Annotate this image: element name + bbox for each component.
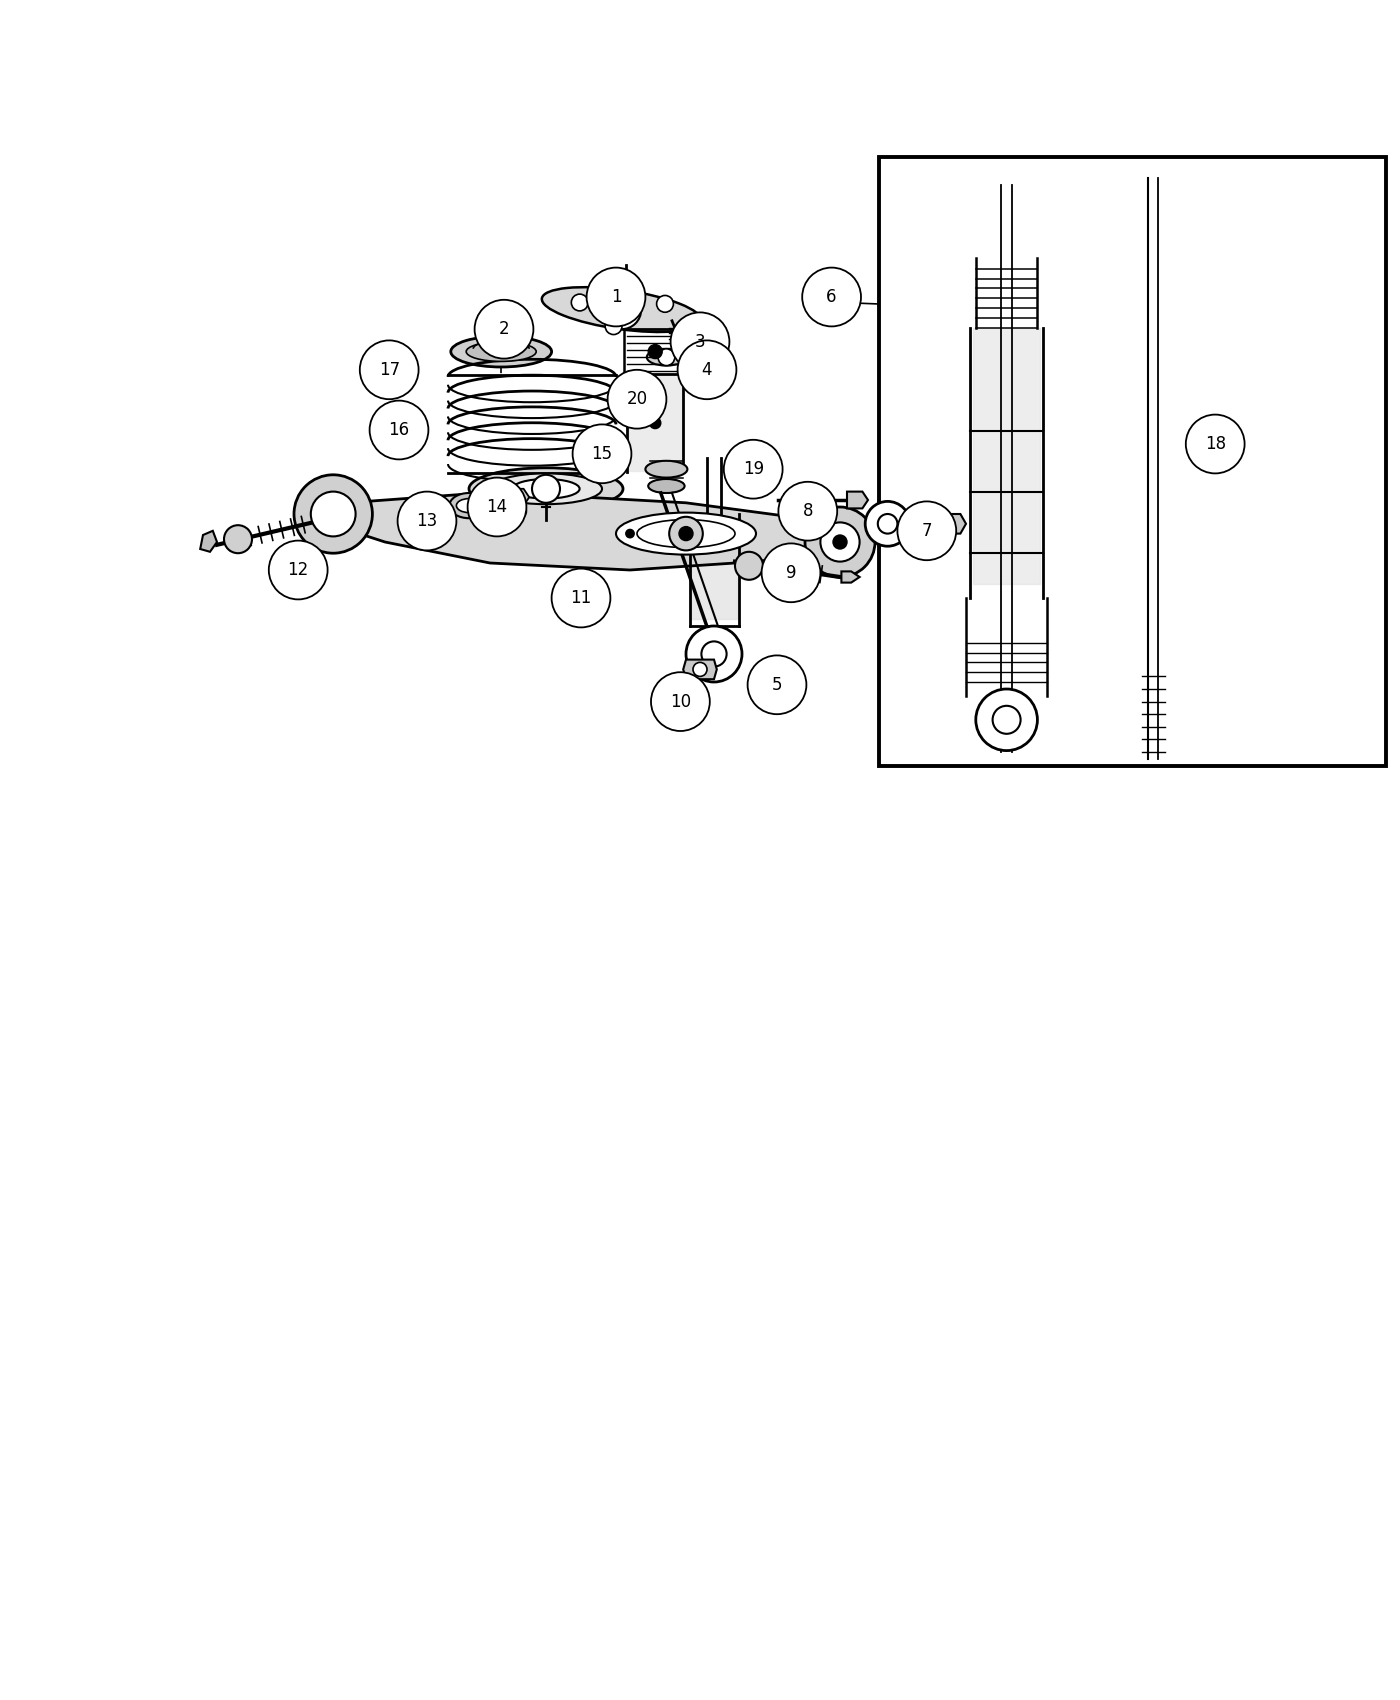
Polygon shape (949, 513, 966, 534)
Circle shape (976, 688, 1037, 751)
Text: 11: 11 (570, 588, 592, 607)
Polygon shape (612, 275, 640, 289)
Text: 2: 2 (498, 320, 510, 338)
Ellipse shape (490, 473, 602, 505)
Circle shape (224, 525, 252, 552)
Circle shape (648, 345, 662, 359)
Ellipse shape (645, 461, 687, 478)
Ellipse shape (469, 468, 623, 510)
Ellipse shape (449, 493, 489, 518)
Circle shape (778, 481, 837, 541)
Circle shape (701, 641, 727, 666)
Circle shape (360, 340, 419, 399)
Circle shape (1186, 415, 1245, 473)
Circle shape (671, 313, 729, 371)
Text: 15: 15 (591, 445, 613, 462)
Ellipse shape (451, 337, 552, 367)
Text: 8: 8 (802, 502, 813, 520)
Text: 14: 14 (486, 498, 508, 517)
Circle shape (311, 491, 356, 537)
Circle shape (602, 291, 641, 330)
Text: 7: 7 (921, 522, 932, 541)
Circle shape (468, 478, 526, 537)
Ellipse shape (637, 520, 735, 547)
Circle shape (678, 340, 736, 399)
Circle shape (573, 425, 631, 483)
Text: 16: 16 (388, 422, 410, 439)
Circle shape (748, 656, 806, 714)
Text: 1: 1 (610, 287, 622, 306)
Polygon shape (841, 571, 860, 583)
Text: 19: 19 (742, 461, 764, 478)
Circle shape (552, 568, 610, 627)
Circle shape (650, 418, 661, 428)
Circle shape (805, 507, 875, 576)
Circle shape (658, 348, 675, 366)
Circle shape (762, 544, 820, 602)
Circle shape (269, 541, 328, 600)
Polygon shape (683, 660, 717, 680)
Circle shape (512, 505, 526, 518)
Text: 17: 17 (378, 360, 400, 379)
Text: 12: 12 (287, 561, 309, 580)
Circle shape (657, 296, 673, 313)
Circle shape (475, 299, 533, 359)
Circle shape (693, 663, 707, 677)
Circle shape (587, 267, 645, 326)
Circle shape (370, 401, 428, 459)
Circle shape (571, 294, 588, 311)
Text: 13: 13 (416, 512, 438, 530)
Circle shape (724, 440, 783, 498)
Circle shape (532, 474, 560, 503)
Ellipse shape (466, 342, 536, 362)
Bar (879, 156, 1386, 767)
Circle shape (294, 474, 372, 552)
Circle shape (686, 626, 742, 682)
Text: 9: 9 (785, 564, 797, 581)
Circle shape (626, 529, 634, 537)
Circle shape (865, 502, 910, 546)
Circle shape (679, 527, 693, 541)
Polygon shape (305, 495, 861, 570)
Circle shape (878, 513, 897, 534)
Circle shape (605, 318, 622, 335)
Text: 4: 4 (701, 360, 713, 379)
Circle shape (993, 706, 1021, 734)
Ellipse shape (648, 479, 685, 493)
Circle shape (398, 491, 456, 551)
Ellipse shape (616, 513, 756, 554)
Polygon shape (507, 490, 529, 505)
Ellipse shape (542, 287, 701, 332)
Ellipse shape (647, 348, 686, 366)
Circle shape (669, 517, 703, 551)
Circle shape (820, 522, 860, 561)
Text: 5: 5 (771, 677, 783, 694)
Ellipse shape (456, 498, 482, 513)
Text: 18: 18 (1204, 435, 1226, 452)
Polygon shape (200, 530, 217, 552)
Text: 10: 10 (669, 692, 692, 711)
Text: 3: 3 (694, 333, 706, 350)
Text: 20: 20 (626, 391, 648, 408)
Circle shape (735, 552, 763, 580)
Circle shape (833, 536, 847, 549)
Polygon shape (847, 491, 868, 508)
Text: 6: 6 (826, 287, 837, 306)
Circle shape (802, 267, 861, 326)
Ellipse shape (512, 479, 580, 498)
Circle shape (897, 502, 956, 561)
Circle shape (608, 371, 666, 428)
Circle shape (651, 672, 710, 731)
